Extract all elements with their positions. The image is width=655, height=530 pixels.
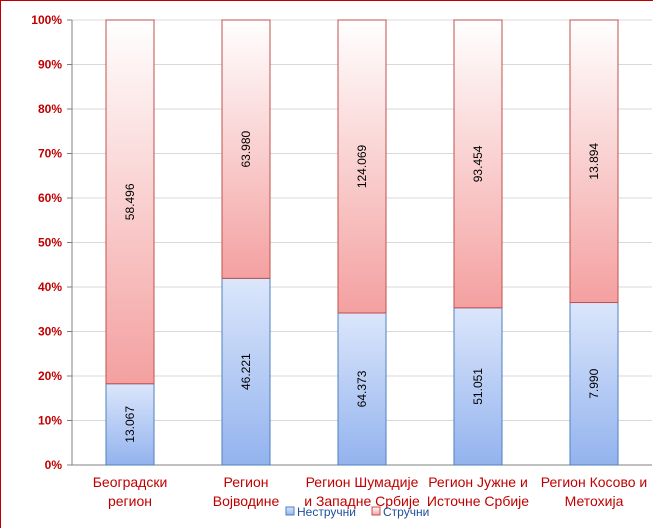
y-tick-label: 20%: [38, 369, 62, 383]
bar-value-label: 64.373: [355, 370, 369, 407]
bar-segment: [105, 19, 155, 385]
bar-value-label: 46.221: [239, 353, 253, 390]
x-tick-label: Регион Јужне и: [428, 474, 528, 490]
legend-label: Нестручни: [297, 505, 356, 519]
bar-segment: [221, 277, 271, 466]
bars: [105, 19, 619, 466]
y-tick-label: 50%: [38, 236, 62, 250]
y-tick-label: 100%: [31, 13, 62, 27]
bar-value-label: 7.990: [587, 368, 601, 398]
y-tick-label: 10%: [38, 414, 62, 428]
x-tick-label: Регион Косово и: [541, 474, 648, 490]
bar-value-label: 124.069: [355, 144, 369, 188]
legend: Нестручни Стручни: [285, 505, 429, 519]
x-tick-label: и Западне Србије: [304, 493, 420, 509]
x-tick-label: Метохија: [565, 493, 624, 509]
x-tick-label: Регион Шумадије: [306, 474, 419, 490]
legend-swatch: [371, 506, 381, 516]
y-tick-label: 90%: [38, 58, 62, 72]
bar-segment: [453, 19, 503, 309]
x-tick-label: Војводине: [213, 493, 280, 509]
y-tick-label: 60%: [38, 191, 62, 205]
bar-value-label: 58.496: [123, 183, 137, 220]
bar-value-label: 13.894: [587, 143, 601, 180]
y-tick-label: 30%: [38, 325, 62, 339]
y-tick-label: 0%: [45, 458, 63, 472]
bar-segment: [569, 19, 619, 304]
x-tick-label: Београдски: [93, 474, 168, 490]
x-tick-label: Регион: [224, 474, 269, 490]
data-labels: 13.067 58.496 46.221 63.980 64.373 124.069 51.…: [123, 131, 601, 443]
x-tick-label: регион: [108, 493, 152, 509]
x-tick-label: Источне Србије: [427, 493, 529, 509]
bar-value-label: 63.980: [239, 131, 253, 168]
y-axis: 0% 10% 20% 30% 40% 50% 60% 70% 80% 90% 100%: [31, 13, 652, 472]
bar-value-label: 13.067: [123, 406, 137, 443]
bar-segment: [569, 302, 619, 466]
y-tick-label: 80%: [38, 102, 62, 116]
legend-swatch: [285, 506, 295, 516]
bar-value-label: 93.454: [471, 145, 485, 182]
bar-value-label: 51.051: [471, 368, 485, 405]
bar-segment: [337, 19, 387, 314]
legend-label: Стручни: [383, 505, 429, 519]
bar-segment: [453, 307, 503, 466]
x-axis: Београдски регион Регион Војводине Регион Шу…: [93, 474, 648, 509]
bar-segment: [221, 19, 271, 279]
y-tick-label: 70%: [38, 147, 62, 161]
y-tick-label: 40%: [38, 280, 62, 294]
